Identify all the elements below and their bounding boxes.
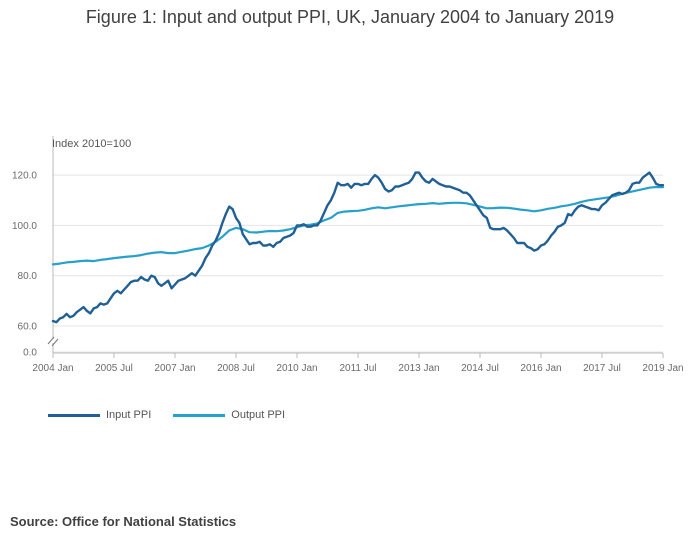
axis-break-mark	[47, 336, 55, 345]
y-tick-labels: 120.0 100.0 80.0 60.0 0.0	[12, 171, 37, 359]
legend-item-output[interactable]: Output PPI	[173, 409, 285, 421]
legend-swatch-input	[48, 413, 100, 417]
y-tick-label: 60.0	[18, 322, 38, 333]
x-tick-label: 2016 Jan	[520, 363, 561, 374]
y-axis-unit-label: Index 2010=100	[52, 138, 131, 150]
legend-label-input: Input PPI	[106, 409, 152, 421]
x-tick-label: 2008 Jul	[217, 363, 255, 374]
x-tick-label: 2017 Jul	[583, 363, 621, 374]
y-tick-label: 120.0	[12, 171, 37, 182]
x-tick-label: 2011 Jul	[339, 363, 376, 374]
legend-label-output: Output PPI	[231, 409, 286, 421]
legend-swatch-output	[173, 413, 226, 417]
legend: Input PPI Output PPI	[48, 409, 307, 421]
x-tick-label: 2007 Jan	[154, 363, 195, 374]
gridlines	[53, 174, 663, 353]
x-tick-label: 2004 Jan	[32, 363, 73, 374]
series-line-input-ppi	[51, 171, 665, 324]
y-tick-label: 100.0	[12, 221, 37, 232]
series-line-output-ppi	[51, 185, 665, 266]
x-tick-labels: 2004 Jan 2005 Jul 2007 Jan 2008 Jul 2010 Jan…	[32, 363, 683, 374]
series-lines	[51, 171, 665, 324]
x-tick-label: 2019 Jan	[642, 363, 683, 374]
x-tick-label: 2010 Jan	[276, 363, 317, 374]
y-tick-label: 0.0	[23, 348, 37, 359]
axis-break-gap	[47, 339, 59, 343]
axes	[47, 136, 664, 358]
y-tick-label: 80.0	[18, 271, 38, 282]
axis-break-mark	[51, 338, 59, 347]
legend-item-input[interactable]: Input PPI	[48, 409, 151, 421]
chart-title: Figure 1: Input and output PPI, UK, Janu…	[85, 7, 615, 27]
x-tick-label: 2005 Jul	[95, 363, 133, 374]
x-tick-label: 2013 Jan	[398, 363, 439, 374]
source-note: Source: Office for National Statistics	[10, 514, 237, 529]
x-tick-label: 2014 Jul	[461, 363, 499, 374]
